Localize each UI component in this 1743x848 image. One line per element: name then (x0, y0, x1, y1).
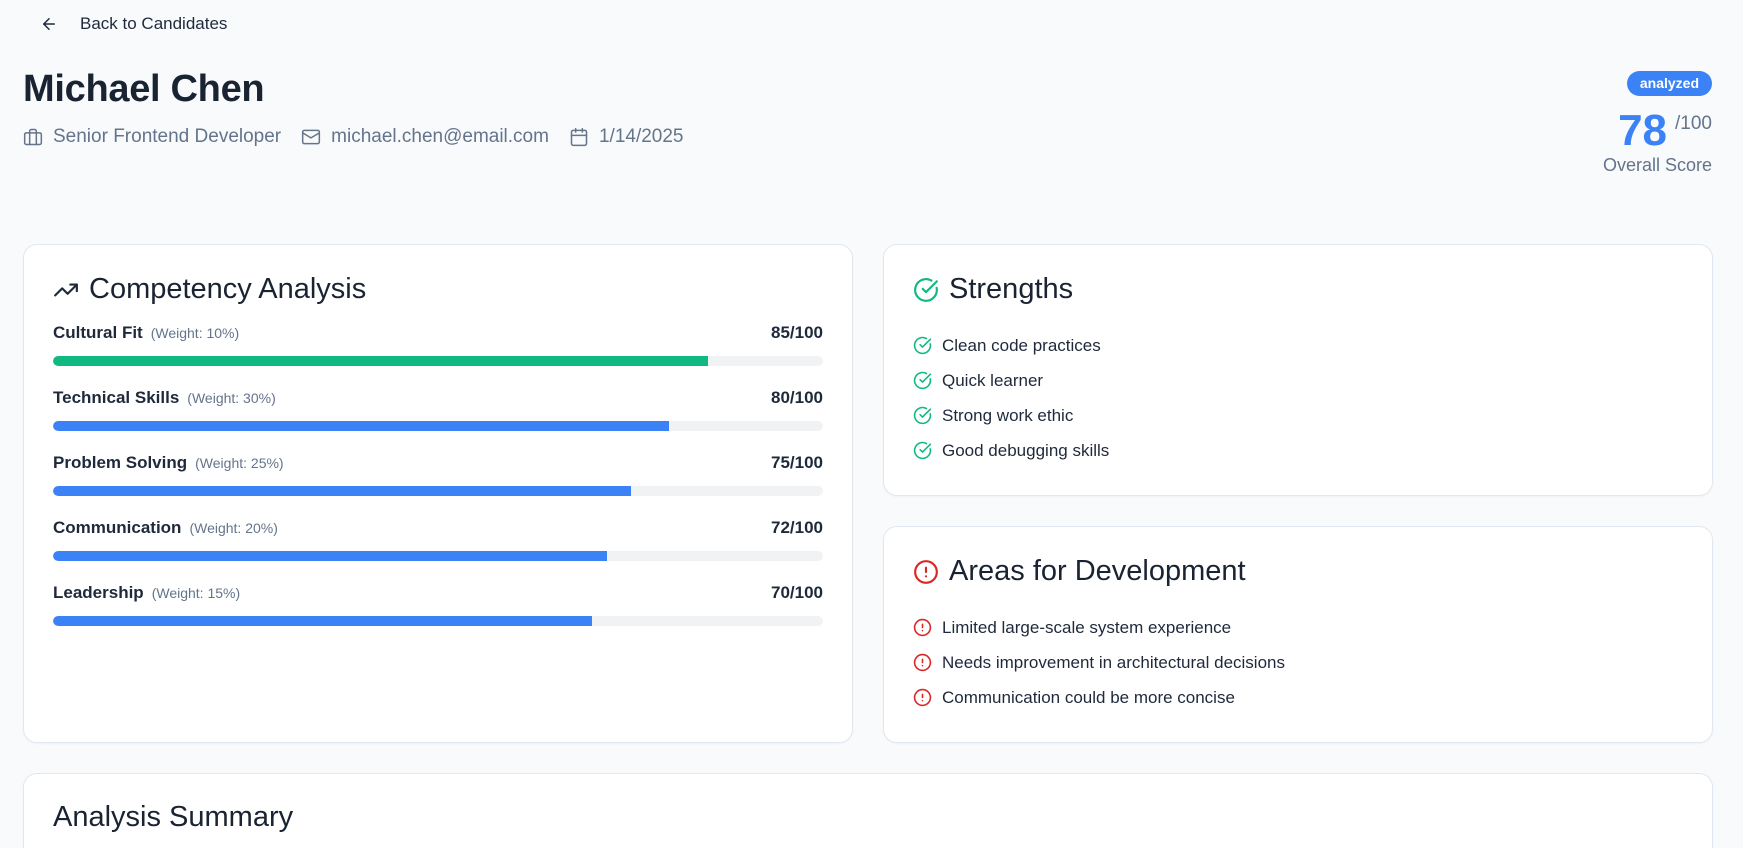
analysis-summary-card: Analysis Summary (23, 773, 1713, 848)
candidate-name: Michael Chen (23, 68, 265, 110)
calendar-icon (570, 127, 588, 147)
competency-weight: (Weight: 20%) (189, 520, 278, 536)
email-text: michael.chen@email.com (331, 126, 549, 147)
alert-circle-icon (913, 688, 932, 707)
arrow-left-icon (43, 18, 55, 30)
competency-weight: (Weight: 10%) (150, 325, 240, 341)
list-item: Quick learner (913, 363, 1683, 398)
check-circle-icon (914, 277, 938, 302)
competency-header: Leadership (Weight: 15%) 70/100 (53, 583, 823, 605)
competency-progress-track (53, 421, 823, 431)
competency-score: 80/100 (771, 388, 823, 407)
competency-name: Communication (53, 518, 182, 537)
list-item: Needs improvement in architectural decis… (913, 645, 1683, 680)
mail-icon (302, 129, 321, 145)
check-circle-icon (913, 406, 932, 425)
strengths-list: Clean code practices Quick learner Strong … (913, 328, 1683, 468)
competency-name: Leadership (53, 583, 144, 602)
position-info: Senior Frontend Developer (23, 126, 281, 148)
alert-circle-icon (913, 653, 932, 672)
competency-weight: (Weight: 15%) (151, 585, 241, 601)
competency-item: Communication (Weight: 20%) 72/100 (53, 518, 823, 561)
back-to-candidates-link[interactable]: Back to Candidates (40, 10, 227, 38)
competency-header: Communication (Weight: 20%) 72/100 (53, 518, 823, 540)
list-item-text: Quick learner (942, 370, 1044, 390)
competency-progress-track (53, 356, 823, 366)
development-list: Limited large-scale system experience Nee… (913, 610, 1683, 715)
competency-item: Leadership (Weight: 15%) 70/100 (53, 583, 823, 626)
competency-item: Cultural Fit (Weight: 10%) 85/100 (53, 323, 823, 366)
competency-header: Technical Skills (Weight: 30%) 80/100 (53, 388, 823, 410)
competency-title: Competency Analysis (53, 273, 823, 306)
competency-list: Cultural Fit (Weight: 10%) 85/100 Technical… (53, 323, 823, 626)
list-item-text: Needs improvement in architectural decis… (942, 652, 1285, 672)
competency-name: Problem Solving (53, 453, 188, 472)
trending-up-icon (54, 283, 78, 296)
competency-title-text: Competency Analysis (89, 273, 367, 305)
competency-name: Cultural Fit (53, 323, 143, 342)
list-item: Clean code practices (913, 328, 1683, 363)
competency-progress-track (53, 551, 823, 561)
competency-score: 70/100 (771, 583, 823, 602)
overall-score-value: 78 (1618, 106, 1668, 155)
back-label: Back to Candidates (80, 14, 228, 33)
list-item-text: Good debugging skills (942, 440, 1110, 460)
competency-progress-fill (53, 421, 669, 431)
overall-score-panel: analyzed 78 /100 Overall Score (1603, 71, 1712, 176)
check-circle-icon (913, 441, 932, 460)
development-title-text: Areas for Development (949, 555, 1246, 587)
competency-score: 75/100 (771, 453, 823, 472)
list-item-text: Communication could be more concise (942, 687, 1235, 707)
competency-item: Technical Skills (Weight: 30%) 80/100 (53, 388, 823, 431)
candidate-meta: Senior Frontend Developer michael.chen@e… (23, 126, 684, 148)
alert-circle-icon (913, 618, 932, 637)
list-item: Good debugging skills (913, 433, 1683, 468)
email-info: michael.chen@email.com (301, 126, 549, 148)
strengths-title: Strengths (913, 273, 1683, 306)
date-text: 1/14/2025 (598, 126, 684, 147)
position-text: Senior Frontend Developer (53, 126, 282, 147)
summary-title: Analysis Summary (53, 800, 1683, 834)
competency-name: Technical Skills (53, 388, 180, 407)
list-item-text: Limited large-scale system experience (942, 617, 1232, 637)
development-card: Areas for Development Limited large-scal… (883, 526, 1713, 743)
strengths-title-text: Strengths (949, 273, 1074, 305)
competency-progress-fill (53, 486, 631, 496)
status-badge: analyzed (1626, 71, 1712, 96)
competency-weight: (Weight: 30%) (187, 390, 276, 406)
summary-title-text: Analysis Summary (53, 801, 294, 833)
competency-item: Problem Solving (Weight: 25%) 75/100 (53, 453, 823, 496)
competency-weight: (Weight: 25%) (195, 455, 284, 471)
list-item: Strong work ethic (913, 398, 1683, 433)
list-item: Limited large-scale system experience (913, 610, 1683, 645)
list-item: Communication could be more concise (913, 680, 1683, 715)
competency-progress-track (53, 486, 823, 496)
competency-header: Cultural Fit (Weight: 10%) 85/100 (53, 323, 823, 345)
check-circle-icon (913, 336, 932, 355)
overall-score-max: /100 (1675, 113, 1712, 134)
overall-score-label: Overall Score (1602, 155, 1712, 175)
list-item-text: Clean code practices (942, 335, 1101, 355)
development-title: Areas for Development (913, 555, 1683, 588)
competency-progress-fill (53, 551, 608, 561)
strengths-card: Strengths Clean code practices Quick lear… (883, 244, 1713, 496)
competency-header: Problem Solving (Weight: 25%) 75/100 (53, 453, 823, 475)
list-item-text: Strong work ethic (942, 405, 1074, 425)
date-info: 1/14/2025 (569, 126, 684, 148)
alert-circle-icon (914, 559, 938, 584)
competency-score: 72/100 (771, 518, 823, 537)
competency-progress-fill (53, 616, 592, 626)
competency-score: 85/100 (771, 323, 823, 342)
score-row: 78 /100 (1618, 109, 1712, 153)
competency-progress-track (53, 616, 823, 626)
competency-progress-fill (53, 356, 708, 366)
briefcase-icon (23, 128, 43, 146)
check-circle-icon (913, 371, 932, 390)
competency-analysis-card: Competency Analysis Cultural Fit (Weight:… (23, 244, 853, 743)
